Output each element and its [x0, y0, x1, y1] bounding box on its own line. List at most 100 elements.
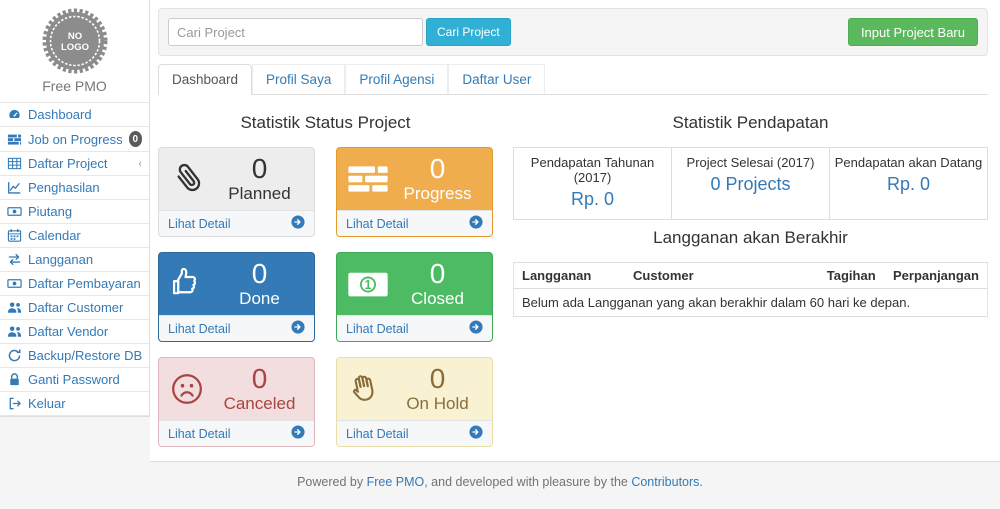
thumbs-up-icon	[169, 265, 215, 303]
footer-text: .	[699, 475, 703, 489]
tab-profil-agensi[interactable]: Profil Agensi	[345, 64, 449, 94]
main-content: Cari Project Input Project Baru Dashboar…	[150, 0, 1000, 462]
lihat-detail-link[interactable]: Lihat Detail	[159, 210, 314, 236]
svg-text:NO: NO	[67, 31, 81, 42]
dashboard-icon	[7, 107, 22, 122]
tasks-icon	[347, 162, 393, 196]
stat-label: Pendapatan akan Datang	[834, 155, 983, 170]
money-icon	[7, 276, 22, 291]
sidebar-item-label: Langganan	[28, 252, 94, 267]
table-icon	[7, 156, 22, 171]
line-chart-icon	[7, 180, 22, 195]
lihat-detail-link[interactable]: Lihat Detail	[159, 315, 314, 341]
sidebar-item-calendar[interactable]: Calendar	[0, 224, 149, 248]
lihat-detail-label: Lihat Detail	[346, 216, 409, 231]
contributors-link[interactable]: Contributors	[631, 475, 700, 489]
sidebar-item-daftar-project[interactable]: Daftar Project ‹	[0, 152, 149, 176]
empty-message: Belum ada Langganan yang akan berakhir d…	[513, 288, 988, 317]
input-project-baru-button[interactable]: Input Project Baru	[847, 18, 978, 46]
footer-text: , and developed with pleasure by the	[424, 475, 632, 489]
page-layout: NO LOGO Free PMO Dashboard Job on Progre…	[0, 0, 1000, 462]
status-card-done: 0 Done Lihat Detail	[158, 252, 315, 342]
sidebar-item-penghasilan[interactable]: Penghasilan	[0, 176, 149, 200]
income-section-title: Statistik Pendapatan	[672, 113, 829, 132]
sidebar-item-label: Penghasilan	[28, 180, 100, 195]
status-section: Statistik Status Project 0 Planned	[158, 105, 493, 447]
stat-value[interactable]: Rp. 0	[886, 174, 931, 194]
sidebar-item-backup-restore[interactable]: Backup/Restore DB	[0, 344, 149, 368]
sidebar-menu: Dashboard Job on Progress 0 Daftar Proje…	[0, 102, 149, 416]
arrow-circle-right-icon	[469, 215, 483, 232]
search-input[interactable]	[168, 18, 423, 46]
status-label: Done	[239, 288, 280, 308]
table-row: Belum ada Langganan yang akan berakhir d…	[513, 288, 988, 317]
search-bar: Cari Project Input Project Baru	[158, 8, 988, 56]
sidebar-item-label: Calendar	[28, 228, 81, 243]
sidebar-item-label: Daftar Pembayaran	[28, 276, 141, 291]
lihat-detail-link[interactable]: Lihat Detail	[337, 420, 492, 446]
subscription-section-title: Langganan akan Berakhir	[653, 228, 848, 247]
sidebar-item-label: Piutang	[28, 204, 73, 219]
lihat-detail-label: Lihat Detail	[168, 426, 231, 441]
users-icon	[7, 324, 22, 339]
sidebar-item-label: Job on Progress	[28, 131, 123, 147]
money-icon	[7, 204, 22, 219]
svg-text:1: 1	[365, 277, 372, 291]
tab-profil-saya[interactable]: Profil Saya	[252, 64, 346, 94]
sidebar-item-daftar-customer[interactable]: Daftar Customer	[0, 296, 149, 320]
subscription-table: Langganan Customer Tagihan Perpanjangan …	[513, 262, 988, 317]
refresh-icon	[7, 348, 22, 363]
arrow-circle-right-icon	[291, 320, 305, 337]
sidebar-item-label: Ganti Password	[28, 372, 120, 387]
hand-paper-icon	[347, 371, 393, 407]
status-label: Planned	[228, 183, 291, 203]
status-count: 0	[429, 258, 446, 290]
lihat-detail-link[interactable]: Lihat Detail	[337, 210, 492, 236]
status-count: 0	[429, 153, 446, 185]
free-pmo-link[interactable]: Free PMO	[366, 475, 425, 489]
status-cards-grid: 0 Planned Lihat Detail	[158, 147, 493, 447]
footer-text: Powered by	[297, 475, 367, 489]
frown-icon	[169, 371, 215, 407]
stat-value[interactable]: 0 Projects	[710, 174, 791, 194]
column-header-tagihan: Tagihan	[818, 262, 885, 289]
tab-dashboard[interactable]: Dashboard	[158, 64, 253, 95]
lihat-detail-link[interactable]: Lihat Detail	[337, 315, 492, 341]
status-count: 0	[251, 258, 268, 290]
chevron-left-icon: ‹	[138, 157, 142, 170]
stat-project-selesai: Project Selesai (2017) 0 Projects	[671, 148, 829, 219]
status-card-onhold: 0 On Hold Lihat Detail	[336, 357, 493, 447]
tasks-icon	[7, 132, 22, 147]
sidebar-item-piutang[interactable]: Piutang	[0, 200, 149, 224]
sidebar-item-keluar[interactable]: Keluar	[0, 392, 149, 416]
sidebar-item-dashboard[interactable]: Dashboard	[0, 103, 149, 127]
brand-block: NO LOGO Free PMO	[0, 0, 149, 102]
sidebar-item-job-on-progress[interactable]: Job on Progress 0	[0, 127, 149, 152]
tab-daftar-user[interactable]: Daftar User	[448, 64, 546, 94]
status-count: 0	[251, 363, 268, 395]
tab-bar: Dashboard Profil Saya Profil Agensi Daft…	[158, 64, 988, 95]
arrow-circle-right-icon	[291, 425, 305, 442]
lihat-detail-label: Lihat Detail	[346, 426, 409, 441]
sidebar-item-ganti-password[interactable]: Ganti Password	[0, 368, 149, 392]
column-header-perpanjangan: Perpanjangan	[885, 262, 988, 289]
lihat-detail-label: Lihat Detail	[168, 321, 231, 336]
stat-value[interactable]: Rp. 0	[570, 189, 615, 209]
retweet-icon	[7, 252, 22, 267]
column-header-customer: Customer	[625, 262, 819, 289]
sidebar-item-daftar-vendor[interactable]: Daftar Vendor	[0, 320, 149, 344]
sidebar-item-langganan[interactable]: Langganan	[0, 248, 149, 272]
lihat-detail-link[interactable]: Lihat Detail	[159, 420, 314, 446]
stat-label: Pendapatan Tahunan (2017)	[530, 155, 655, 185]
lock-icon	[7, 372, 22, 387]
search-button[interactable]: Cari Project	[426, 18, 511, 46]
sign-out-icon	[7, 396, 22, 411]
arrow-circle-right-icon	[469, 425, 483, 442]
status-label: On Hold	[406, 393, 469, 413]
status-label: Closed	[411, 288, 464, 308]
sidebar-item-daftar-pembayaran[interactable]: Daftar Pembayaran	[0, 272, 149, 296]
income-section: Statistik Pendapatan Pendapatan Tahunan …	[513, 105, 988, 447]
status-count: 0	[429, 363, 446, 395]
lihat-detail-label: Lihat Detail	[168, 216, 231, 231]
arrow-circle-right-icon	[469, 320, 483, 337]
